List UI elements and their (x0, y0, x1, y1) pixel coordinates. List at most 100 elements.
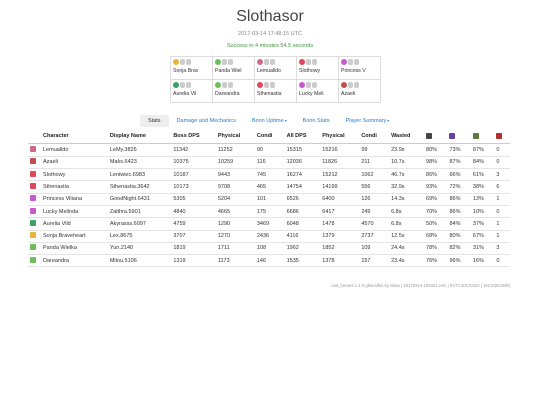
table-cell: 1319 (170, 254, 215, 268)
table-cell: 11342 (170, 143, 215, 157)
profession-icon (30, 146, 36, 153)
profession-icon (215, 82, 221, 88)
table-cell: 1 (493, 217, 510, 231)
table-cell: 99 (358, 143, 389, 157)
table-cell: 96% (446, 254, 470, 268)
column-header[interactable]: Condi (358, 129, 389, 145)
table-cell: 211 (358, 156, 389, 170)
table-cell: 6 (493, 180, 510, 194)
squad-player-name: Princess V (341, 68, 366, 74)
equipment-icon (264, 82, 269, 88)
column-header[interactable] (28, 129, 40, 145)
table-cell: 10.7s (388, 156, 424, 170)
profession-icon (30, 207, 36, 214)
table-row: Lucky Melinda Zalthra.5901 4840 4665 175 6686… (28, 205, 510, 219)
equipment-icon (228, 59, 233, 65)
column-header[interactable] (423, 129, 447, 145)
equipment-icon (186, 82, 191, 88)
table-cell: 745 (253, 168, 284, 182)
table-cell: 38% (469, 180, 494, 194)
squad-player-card: Panda Wiel (213, 57, 255, 80)
tab-label: Boon Uptime (251, 118, 284, 124)
equipment-icon (186, 59, 191, 65)
table-cell: 78% (423, 242, 447, 256)
table-cell: 6417 (319, 205, 359, 219)
table-cell: Panda Wielka (40, 242, 107, 256)
column-header[interactable]: Boss DPS (170, 129, 215, 145)
table-cell: 37% (469, 217, 494, 231)
table-cell: 6686 (283, 205, 320, 219)
profession-icon (299, 82, 305, 88)
page-title: Slothasor (236, 8, 304, 25)
table-row: Aurelia Vild Akyrasss.6097 4759 1290 3469 604… (28, 217, 510, 231)
table-cell: 1535 (283, 254, 320, 268)
table-cell: 0 (493, 254, 510, 268)
tab-player-summary[interactable]: Player Summary▾ (338, 115, 398, 127)
table-cell: 84% (469, 156, 494, 170)
table-cell: 80% (423, 143, 447, 157)
table-cell: 1 (493, 193, 510, 206)
column-header[interactable]: Wasted (388, 129, 424, 145)
red-heart-icon (496, 133, 503, 139)
encounter-result: Success in 4 minutes 54.5 seconds (226, 43, 314, 49)
profession-cell (28, 168, 40, 182)
table-cell: 86% (423, 168, 447, 182)
profession-icon (257, 59, 263, 65)
column-header[interactable] (493, 129, 510, 145)
equipment-icon (222, 82, 227, 88)
table-cell: 90 (253, 143, 284, 157)
caret-down-icon: ▾ (387, 118, 390, 123)
table-cell: 5204 (214, 193, 254, 206)
footer-build-info: raid_heroes-1.1.0-gbecoifos by Maxx | 20… (331, 283, 510, 288)
column-header[interactable]: Character (40, 129, 107, 145)
column-header[interactable]: Condi (253, 129, 284, 145)
squad-player-card: Azaeli (339, 80, 381, 103)
table-cell: 11826 (319, 156, 359, 170)
squad-player-card: Princess V (339, 57, 381, 80)
table-row: Dareandra Milou.5106 1319 1173 146 1535 1378 15… (28, 254, 510, 268)
table-row: Azaeli Maks.6423 10375 10259 116 12036 11826 21… (28, 156, 510, 170)
tab-damage-and-mechanics[interactable]: Damage and Mechanics (169, 115, 244, 127)
profession-cell (28, 242, 40, 256)
profession-icon (30, 170, 36, 177)
column-header[interactable]: Display Name (106, 129, 171, 145)
table-cell: 93% (423, 180, 447, 194)
equipment-icon (354, 82, 359, 88)
table-cell: 1378 (319, 254, 359, 268)
tab-stats[interactable]: Stats (140, 115, 169, 127)
column-header[interactable]: Physical (214, 129, 254, 145)
table-cell: 23.4s (388, 254, 424, 268)
profession-icon (215, 59, 221, 65)
table-cell: 12.5s (388, 230, 424, 243)
profession-cell (28, 156, 40, 170)
squad-composition: Sonja Brav Panda Wiel Lemualldo Slothowy Pri… (170, 56, 381, 103)
tab-boon-uptime[interactable]: Boon Uptime▾ (244, 115, 295, 127)
table-cell: Akyrasss.6097 (106, 217, 171, 231)
profession-icon (341, 82, 347, 88)
table-cell: 1062 (358, 168, 389, 182)
table-cell: 157 (358, 254, 389, 268)
table-cell: 14.3s (388, 193, 424, 206)
squad-player-name: Slothowy (299, 68, 321, 74)
table-row: Panda Wielka Yun.2140 1819 1711 108 1962 1852 1… (28, 242, 510, 256)
column-header[interactable] (469, 129, 494, 145)
column-header[interactable] (446, 129, 470, 145)
tab-boon-stats[interactable]: Boon Stats (295, 115, 338, 127)
squad-player-card: Lucky Meli (297, 80, 339, 103)
caret-down-icon: ▾ (284, 118, 287, 123)
column-header[interactable]: Physical (319, 129, 359, 145)
profession-cell (28, 205, 40, 219)
table-cell: Sonja Braveheart (40, 230, 107, 243)
table-row: Princess Viliana GoodNight.6431 5305 5204 10… (28, 193, 510, 206)
tab-label: Boon Stats (302, 118, 330, 124)
table-cell: 10375 (170, 156, 215, 170)
table-cell: Slothowy (40, 168, 107, 182)
table-cell: 13% (469, 193, 494, 206)
table-cell: 175 (253, 205, 284, 219)
table-cell: 1819 (170, 242, 215, 256)
profession-cell (28, 230, 40, 243)
column-header[interactable]: All DPS (283, 129, 320, 145)
green-buff-icon (472, 133, 479, 139)
profession-icon (30, 158, 36, 165)
table-cell: 67% (469, 230, 494, 243)
